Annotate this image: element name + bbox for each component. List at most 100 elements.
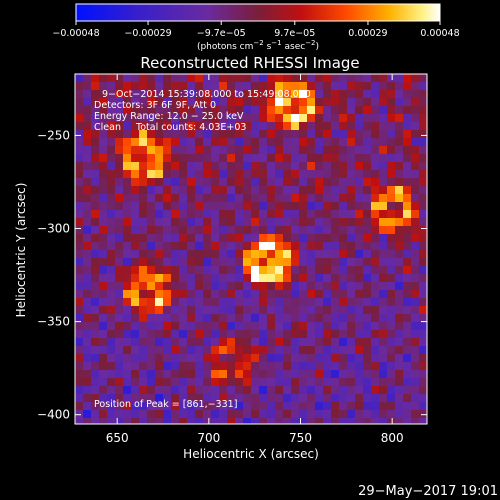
- heatmap-cell: [283, 146, 291, 154]
- colorbar-tick-label: 0.00029: [348, 28, 387, 39]
- heatmap-cell: [275, 146, 283, 154]
- heatmap-cell: [243, 98, 251, 106]
- heatmap-cell: [267, 242, 275, 250]
- heatmap-cell: [339, 74, 347, 82]
- heatmap-cell: [243, 346, 251, 354]
- heatmap-cell: [347, 186, 355, 194]
- heatmap-cell: [307, 82, 315, 90]
- heatmap-cell: [379, 386, 387, 394]
- heatmap-cell: [163, 210, 171, 218]
- heatmap-cell: [283, 138, 291, 146]
- heatmap-cell: [395, 410, 403, 418]
- heatmap-cell: [379, 218, 387, 226]
- heatmap-cell: [219, 130, 227, 138]
- heatmap-cell: [163, 98, 171, 106]
- heatmap-cell: [395, 370, 403, 378]
- heatmap-cell: [371, 266, 379, 274]
- heatmap-cell: [371, 106, 379, 114]
- heatmap-cell: [419, 114, 427, 122]
- heatmap-cell: [227, 410, 235, 418]
- heatmap-cell: [395, 210, 403, 218]
- heatmap-cell: [323, 90, 331, 98]
- heatmap-cell: [355, 82, 363, 90]
- heatmap-cell: [91, 98, 99, 106]
- heatmap-cell: [347, 290, 355, 298]
- heatmap-cell: [275, 162, 283, 170]
- heatmap-cell: [331, 178, 339, 186]
- colorbar-tick-label: −0.00029: [124, 28, 171, 39]
- heatmap-cell: [219, 338, 227, 346]
- heatmap-cell: [219, 154, 227, 162]
- heatmap-cell: [347, 306, 355, 314]
- heatmap-cell: [419, 202, 427, 210]
- heatmap-cell: [187, 370, 195, 378]
- heatmap-cell: [267, 330, 275, 338]
- heatmap-cell: [411, 418, 419, 424]
- heatmap-cell: [419, 322, 427, 330]
- heatmap-cell: [107, 258, 115, 266]
- heatmap-cell: [403, 402, 411, 410]
- heatmap-cell: [155, 274, 163, 282]
- heatmap-cell: [131, 98, 139, 106]
- heatmap-cell: [83, 98, 91, 106]
- heatmap-cell: [155, 82, 163, 90]
- heatmap-cell: [251, 162, 259, 170]
- heatmap-cell: [195, 74, 203, 82]
- heatmap-cell: [371, 298, 379, 306]
- heatmap-cell: [211, 258, 219, 266]
- heatmap-cell: [291, 210, 299, 218]
- heatmap-cell: [387, 90, 395, 98]
- heatmap-cell: [195, 186, 203, 194]
- heatmap-cell: [347, 266, 355, 274]
- heatmap-cell: [339, 282, 347, 290]
- heatmap-cell: [251, 306, 259, 314]
- heatmap-cell: [323, 170, 331, 178]
- heatmap-cell: [187, 242, 195, 250]
- heatmap-cell: [115, 370, 123, 378]
- heatmap-cell: [171, 218, 179, 226]
- heatmap-cell: [395, 202, 403, 210]
- heatmap-cell: [131, 306, 139, 314]
- heatmap-cell: [347, 114, 355, 122]
- heatmap-cell: [91, 122, 99, 130]
- heatmap-cell: [267, 202, 275, 210]
- heatmap-cell: [163, 202, 171, 210]
- heatmap-cell: [99, 226, 107, 234]
- heatmap-cell: [387, 394, 395, 402]
- heatmap-cell: [411, 378, 419, 386]
- heatmap-cell: [163, 410, 171, 418]
- heatmap-cell: [379, 418, 387, 424]
- heatmap-cell: [363, 202, 371, 210]
- heatmap-cell: [291, 378, 299, 386]
- heatmap-cell: [307, 122, 315, 130]
- heatmap-cell: [331, 82, 339, 90]
- heatmap-cell: [83, 114, 91, 122]
- heatmap-cell: [347, 162, 355, 170]
- heatmap-cell: [227, 194, 235, 202]
- heatmap-cell: [347, 122, 355, 130]
- heatmap-cell: [139, 354, 147, 362]
- heatmap-cell: [187, 122, 195, 130]
- heatmap-cell: [75, 90, 83, 98]
- heatmap-cell: [307, 418, 315, 424]
- heatmap-cell: [299, 266, 307, 274]
- heatmap-cell: [131, 282, 139, 290]
- heatmap-cell: [123, 154, 131, 162]
- heatmap-cell: [275, 346, 283, 354]
- heatmap-cell: [195, 410, 203, 418]
- heatmap-cell: [147, 370, 155, 378]
- heatmap-cell: [195, 282, 203, 290]
- heatmap-cell: [379, 154, 387, 162]
- heatmap-cell: [123, 394, 131, 402]
- heatmap-cell: [243, 266, 251, 274]
- heatmap-cell: [411, 210, 419, 218]
- heatmap-cell: [75, 146, 83, 154]
- heatmap-cell: [251, 106, 259, 114]
- heatmap-cell: [355, 234, 363, 242]
- heatmap-cell: [211, 402, 219, 410]
- heatmap-cell: [259, 138, 267, 146]
- heatmap-cell: [299, 146, 307, 154]
- heatmap-cell: [347, 410, 355, 418]
- heatmap-cell: [179, 266, 187, 274]
- heatmap-cell: [83, 194, 91, 202]
